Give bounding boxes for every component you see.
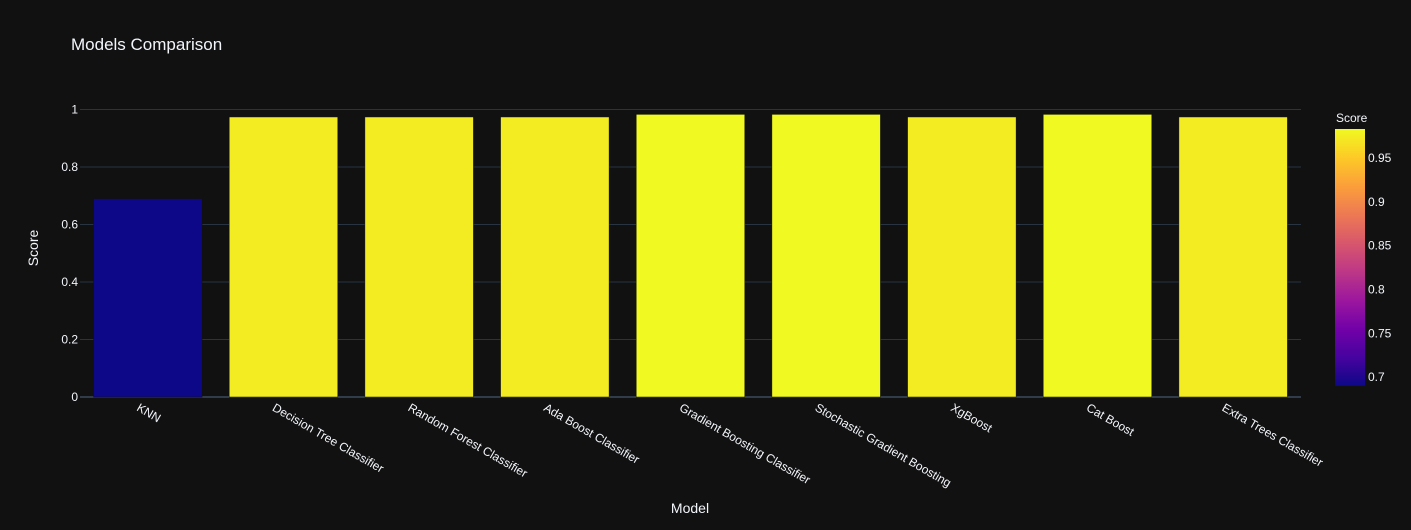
x-tick-label: Stochastic Gradient Boosting [813,400,954,490]
x-tick-label: Ada Boost Classifier [541,400,642,466]
colorbar-gradient [1335,129,1365,386]
x-tick-label: Extra Trees Classifier [1220,400,1326,469]
y-axis-label: Score [25,230,41,267]
x-tick-label: Gradient Boosting Classifier [677,400,813,486]
bars [93,114,1288,398]
x-axis-ticks: KNN Decision Tree Classifier Random Forest… [134,400,1325,490]
colorbar-title: Score [1336,111,1368,125]
x-tick-label: Decision Tree Classifier [270,400,386,475]
bar[interactable] [93,198,203,398]
colorbar-tick-label: 0.9 [1368,195,1385,209]
bar[interactable] [500,116,610,398]
colorbar-ticks: 0.7 0.75 0.8 0.85 0.9 0.95 [1368,151,1392,384]
y-tick-label: 0.6 [61,218,78,232]
y-tick-label: 0.4 [61,275,78,289]
colorbar-tick-label: 0.95 [1368,151,1392,165]
y-tick-label: 0.2 [61,333,78,347]
bar[interactable] [771,114,881,398]
colorbar-tick-label: 0.8 [1368,283,1385,297]
x-axis-label: Model [671,500,709,516]
x-tick-label: KNN [134,400,163,425]
y-tick-label: 1 [71,103,78,117]
x-tick-label: XgBoost [948,400,995,435]
chart-title: Models Comparison [71,35,222,54]
bar[interactable] [1042,114,1153,398]
bar[interactable] [907,116,1017,398]
bar[interactable] [228,116,339,398]
bar[interactable] [364,116,474,398]
y-tick-label: 0.8 [61,160,78,174]
colorbar-tick-label: 0.75 [1368,326,1392,340]
x-tick-label: Random Forest Classifier [406,400,530,480]
colorbar-tick-label: 0.7 [1368,370,1385,384]
colorbar: Score 0.7 0.75 0.8 0.85 0.9 0.95 [1335,111,1392,386]
y-axis-ticks: 0 0.2 0.4 0.6 0.8 1 [61,103,78,405]
bar[interactable] [1178,116,1288,398]
bar[interactable] [635,114,746,398]
x-tick-label: Cat Boost [1084,400,1137,439]
y-tick-label: 0 [71,390,78,404]
colorbar-tick-label: 0.85 [1368,239,1392,253]
